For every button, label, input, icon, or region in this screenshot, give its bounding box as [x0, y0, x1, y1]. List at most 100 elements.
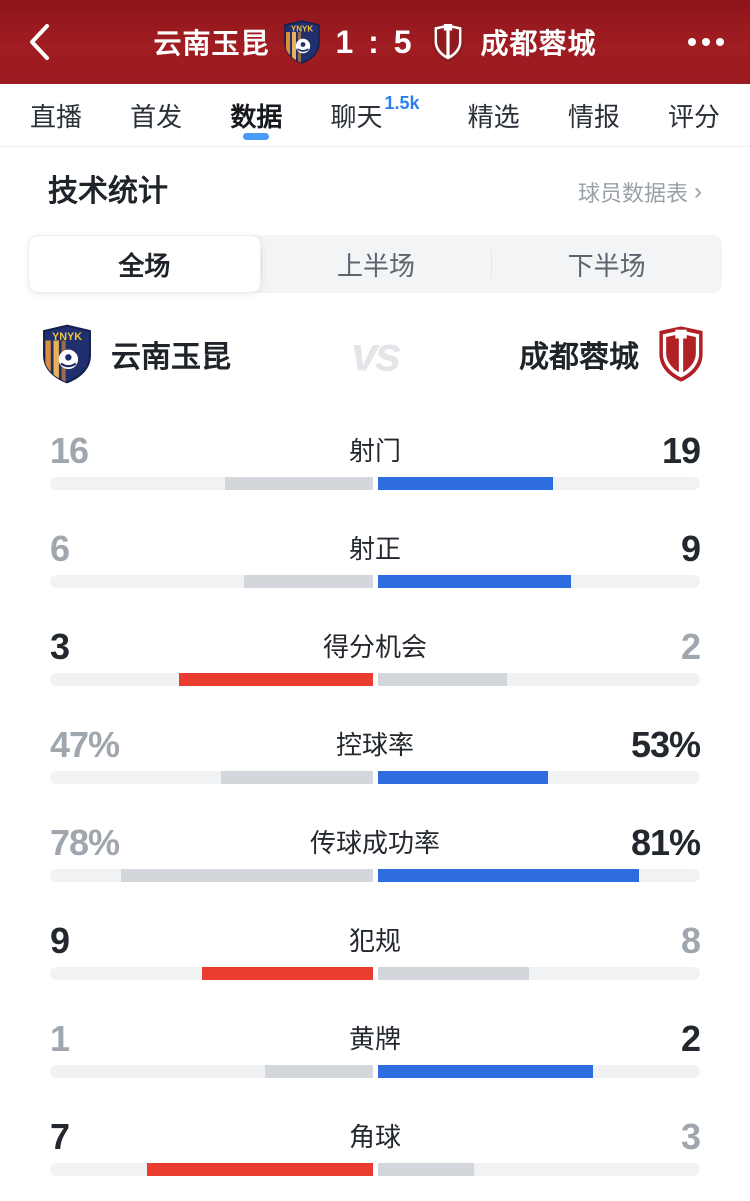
stat-home-value: 47% [50, 724, 120, 765]
stat-bar-corners [50, 1163, 700, 1176]
stat-label: 得分机会 [322, 632, 428, 662]
stat-bar-away-fill [377, 1065, 593, 1078]
stat-bar-home-track [50, 477, 373, 490]
tab-lineup[interactable]: 首发 [130, 84, 182, 146]
svg-text:YNYK: YNYK [291, 25, 313, 34]
stat-bar-yellow-cards [50, 1065, 700, 1078]
matchup-away-side: 成都蓉城 [519, 324, 710, 384]
chevron-right-icon: › [694, 178, 702, 205]
header-away-team-name: 成都蓉城 [480, 28, 597, 59]
stat-bar-big-chances [50, 673, 700, 686]
stat-bar-away-track [377, 1065, 700, 1078]
stat-bar-shots [50, 477, 700, 490]
svg-text:YNYK: YNYK [52, 331, 82, 343]
stat-bar-fouls [50, 967, 700, 980]
stat-bar-away-track [377, 673, 700, 686]
stats-list: 16 射门 19 6 射正 9 3 得分机会 2 47% 控球率 53% 78% 传球成功率 81% 9 犯规 8… [0, 433, 750, 1176]
stat-bar-away-fill [377, 673, 507, 686]
stat-home-value: 16 [50, 430, 89, 471]
tab-rating[interactable]: 评分 [668, 84, 720, 146]
stat-row-fouls: 9 犯规 8 [50, 920, 701, 980]
section-title: 技术统计 [48, 175, 168, 208]
stat-bar-home-track [50, 1163, 373, 1176]
chat-count-badge: 1.5k [384, 92, 420, 113]
stat-bar-home-fill [179, 673, 373, 686]
tab-featured[interactable]: 精选 [468, 84, 520, 146]
away-team-crest-icon [654, 324, 710, 384]
stat-values-possession: 47% 控球率 53% [50, 724, 701, 765]
stat-label: 射正 [348, 534, 402, 564]
tab-label: 情报 [567, 101, 620, 132]
stat-bar-away-fill [377, 477, 553, 490]
tab-label: 首发 [130, 101, 183, 132]
stat-bar-home-fill [201, 967, 373, 980]
stat-label: 角球 [348, 1122, 402, 1152]
stat-bar-pass-accuracy [50, 869, 700, 882]
stat-home-value: 9 [50, 920, 70, 961]
stat-bar-away-track [377, 477, 700, 490]
stats-section-header: 技术统计 球员数据表 › [0, 147, 750, 235]
away-team-crest-icon [428, 20, 468, 64]
matchup-home-side: YNYK 云南玉昆 [40, 324, 231, 384]
stat-bar-home-track [50, 869, 373, 882]
stat-away-value: 3 [680, 1116, 701, 1157]
segment-second-half[interactable]: 下半场 [491, 235, 722, 293]
stat-label: 犯规 [348, 926, 402, 956]
more-options-button[interactable] [680, 20, 724, 64]
stat-label: 黄牌 [348, 1024, 402, 1054]
stat-away-value: 81% [630, 822, 701, 863]
stat-bar-home-fill [120, 869, 373, 882]
tab-data[interactable]: 数据 [230, 84, 282, 146]
stat-row-big-chances: 3 得分机会 2 [50, 626, 701, 686]
tab-label: 聊天 [330, 101, 383, 132]
stat-bar-home-track [50, 967, 373, 980]
stat-bar-away-fill [377, 1163, 475, 1176]
back-chevron-icon [30, 24, 49, 60]
stat-bar-home-track [50, 1065, 373, 1078]
stat-bar-away-fill [377, 771, 549, 784]
tab-label: 精选 [467, 101, 520, 132]
stat-values-shots-on-target: 6 射正 9 [50, 528, 701, 569]
stat-bar-away-track [377, 575, 700, 588]
stat-values-fouls: 9 犯规 8 [50, 920, 701, 961]
home-team-crest-icon: YNYK [282, 20, 322, 64]
tab-intel[interactable]: 情报 [568, 84, 620, 146]
tab-bar: 直播 首发 数据 聊天 1.5k 精选 情报 评分 [0, 84, 750, 147]
stat-bar-away-fill [377, 869, 639, 882]
matchup-home-team-name: 云南玉昆 [111, 341, 231, 374]
ellipsis-dot [716, 38, 724, 46]
stat-bar-home-track [50, 771, 373, 784]
stat-row-possession: 47% 控球率 53% [50, 724, 701, 784]
player-data-table-link[interactable]: 球员数据表 › [578, 176, 702, 208]
back-button[interactable] [26, 20, 70, 64]
stat-away-value: 53% [630, 724, 701, 765]
stat-away-value: 19 [661, 430, 701, 471]
stat-home-value: 78% [50, 822, 120, 863]
segment-first-half[interactable]: 上半场 [260, 235, 492, 293]
stat-bar-away-fill [377, 575, 571, 588]
stat-home-value: 3 [50, 626, 70, 667]
stat-label: 射门 [348, 436, 402, 466]
match-score: 1 : 5 [335, 23, 415, 60]
stat-bar-home-fill [265, 1065, 373, 1078]
stat-away-value: 9 [680, 528, 701, 569]
stat-bar-home-fill [243, 575, 373, 588]
tab-chat[interactable]: 聊天 1.5k [330, 84, 419, 146]
stat-values-yellow-cards: 1 黄牌 2 [50, 1021, 701, 1057]
tab-live[interactable]: 直播 [30, 84, 82, 146]
stat-bar-away-fill [377, 967, 530, 980]
stat-home-value: 7 [50, 1116, 70, 1157]
stat-values-shots: 16 射门 19 [50, 430, 701, 471]
stat-row-pass-accuracy: 78% 传球成功率 81% [50, 822, 701, 882]
player-data-table-label: 球员数据表 [577, 181, 688, 206]
stat-bar-away-track [377, 869, 700, 882]
matchup-row: YNYK 云南玉昆 vs 成都蓉城 [0, 317, 750, 391]
stat-bar-home-track [50, 673, 373, 686]
stat-away-value: 2 [680, 626, 701, 667]
header-home-team-name: 云南玉昆 [153, 28, 270, 59]
segment-full[interactable]: 全场 [28, 235, 261, 293]
stat-bar-home-fill [220, 771, 373, 784]
stat-label: 传球成功率 [309, 828, 441, 858]
stat-row-shots-on-target: 6 射正 9 [50, 528, 701, 588]
stat-bar-home-fill [225, 477, 373, 490]
